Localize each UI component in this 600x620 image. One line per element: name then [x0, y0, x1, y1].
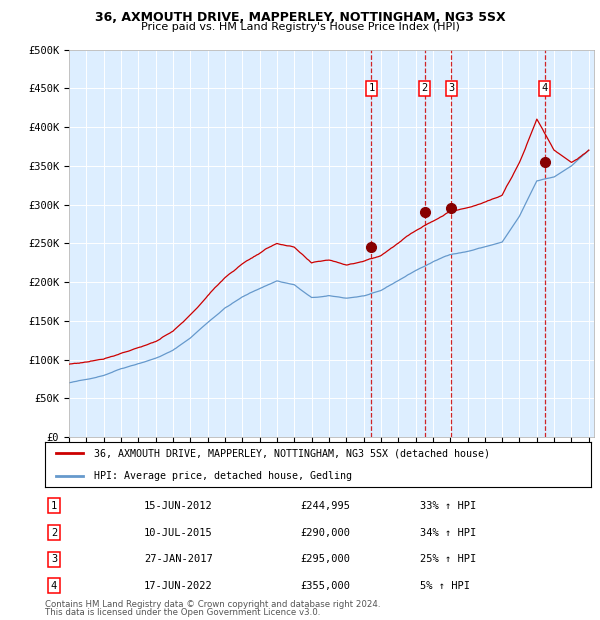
Text: 25% ↑ HPI: 25% ↑ HPI [420, 554, 476, 564]
Text: 36, AXMOUTH DRIVE, MAPPERLEY, NOTTINGHAM, NG3 5SX: 36, AXMOUTH DRIVE, MAPPERLEY, NOTTINGHAM… [95, 11, 505, 24]
Text: Price paid vs. HM Land Registry's House Price Index (HPI): Price paid vs. HM Land Registry's House … [140, 22, 460, 32]
Text: 27-JAN-2017: 27-JAN-2017 [144, 554, 213, 564]
Text: 4: 4 [51, 581, 57, 591]
Text: 3: 3 [448, 83, 455, 94]
Text: £290,000: £290,000 [300, 528, 350, 538]
Text: Contains HM Land Registry data © Crown copyright and database right 2024.: Contains HM Land Registry data © Crown c… [45, 600, 380, 609]
Text: 2: 2 [422, 83, 428, 94]
Text: 33% ↑ HPI: 33% ↑ HPI [420, 501, 476, 511]
Text: 5% ↑ HPI: 5% ↑ HPI [420, 581, 470, 591]
Text: 3: 3 [51, 554, 57, 564]
Text: HPI: Average price, detached house, Gedling: HPI: Average price, detached house, Gedl… [94, 471, 352, 480]
Text: 10-JUL-2015: 10-JUL-2015 [144, 528, 213, 538]
Text: £295,000: £295,000 [300, 554, 350, 564]
Text: 2: 2 [51, 528, 57, 538]
Text: 15-JUN-2012: 15-JUN-2012 [144, 501, 213, 511]
Text: 1: 1 [51, 501, 57, 511]
Text: 1: 1 [368, 83, 374, 94]
Text: £244,995: £244,995 [300, 501, 350, 511]
Text: 4: 4 [541, 83, 548, 94]
Text: 34% ↑ HPI: 34% ↑ HPI [420, 528, 476, 538]
Text: 17-JUN-2022: 17-JUN-2022 [144, 581, 213, 591]
Text: 36, AXMOUTH DRIVE, MAPPERLEY, NOTTINGHAM, NG3 5SX (detached house): 36, AXMOUTH DRIVE, MAPPERLEY, NOTTINGHAM… [94, 448, 490, 458]
Text: This data is licensed under the Open Government Licence v3.0.: This data is licensed under the Open Gov… [45, 608, 320, 617]
Text: £355,000: £355,000 [300, 581, 350, 591]
